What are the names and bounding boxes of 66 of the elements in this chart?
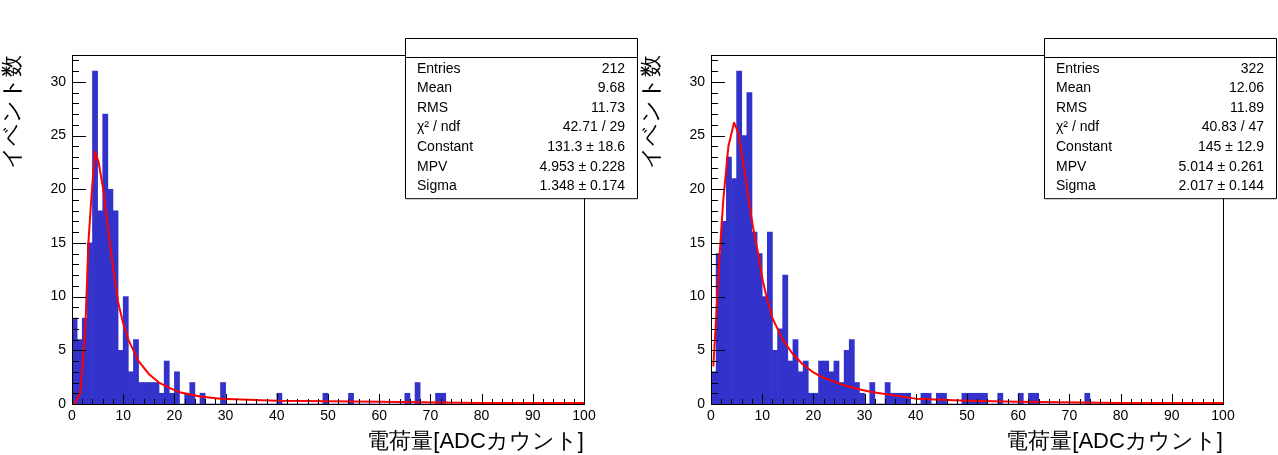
x-tick-label: 60: [1010, 407, 1027, 424]
x-tick-label: 20: [166, 407, 183, 424]
annotation: 40.83 / 47: [1201, 118, 1265, 135]
x-tick-label: 90: [525, 407, 541, 424]
x-tick-label: 20: [805, 407, 822, 424]
x-tick-label: 100: [572, 407, 596, 424]
y-tick-label: 30: [689, 72, 706, 89]
x-tick-label: 40: [269, 407, 285, 424]
y-tick-label: 20: [689, 180, 706, 197]
y-tick-label: 25: [50, 126, 67, 143]
y-axis-title: イベント数: [638, 55, 664, 169]
text: 11.73: [591, 98, 626, 115]
x-axis-title: 電荷量[ADCカウント]: [367, 427, 584, 453]
annotation: χ² / ndf: [1056, 118, 1100, 135]
x-tick-label: 10: [754, 407, 771, 424]
annotation: MPV: [417, 157, 448, 174]
x-tick-label: 70: [422, 407, 439, 424]
y-tick-label: 15: [689, 233, 706, 250]
text: 212: [601, 59, 626, 76]
y-tick-label: 10: [50, 287, 67, 304]
text: 322: [1240, 59, 1265, 76]
x-tick-label: 100: [1211, 407, 1235, 424]
x-tick-label: 80: [1112, 407, 1129, 424]
x-axis-title: 電荷量[ADCカウント]: [1006, 427, 1223, 453]
annotation: χ² / ndf: [417, 118, 461, 135]
x-tick-label: 30: [217, 407, 234, 424]
annotation: 5.014 ± 0.261: [1178, 157, 1265, 174]
x-tick-label: 60: [371, 407, 388, 424]
x-tick-label: 80: [473, 407, 490, 424]
x-tick-label: 40: [908, 407, 924, 424]
annotation: Sigma: [417, 177, 457, 194]
y-tick-label: 0: [58, 394, 67, 411]
annotation: Constant: [1056, 138, 1113, 155]
text: 12.06: [1228, 79, 1265, 96]
y-axis-title: イベント数: [0, 55, 25, 169]
y-tick-label: 20: [50, 180, 67, 197]
x-tick-label: 10: [115, 407, 132, 424]
annotation: Mean: [417, 79, 453, 96]
y-tick-label: 10: [689, 287, 706, 304]
x-tick-label: 90: [1164, 407, 1180, 424]
x-tick-label: 50: [320, 407, 336, 424]
annotation: RMS: [417, 98, 449, 115]
y-tick-label: 0: [697, 394, 706, 411]
text: 11.89: [1230, 98, 1265, 115]
annotation: 1.348 ± 0.174: [539, 177, 626, 194]
annotation: Entries: [1056, 59, 1100, 76]
annotation: 131.3 ± 18.6: [547, 138, 626, 155]
annotation: Entries: [417, 59, 461, 76]
y-tick-label: 5: [697, 341, 706, 358]
annotation: RMS: [1056, 98, 1088, 115]
y-tick-label: 30: [50, 72, 67, 89]
y-tick-label: 5: [58, 341, 67, 358]
annotation: MPV: [1056, 157, 1087, 174]
x-tick-label: 50: [959, 407, 975, 424]
annotation: Mean: [1056, 79, 1092, 96]
x-tick-label: 30: [856, 407, 873, 424]
annotation: 4.953 ± 0.228: [539, 157, 626, 174]
annotation: 42.71 / 29: [562, 118, 626, 135]
y-tick-label: 25: [689, 126, 706, 143]
text: 9.68: [597, 79, 626, 96]
x-tick-label: 70: [1061, 407, 1078, 424]
annotation: Constant: [417, 138, 474, 155]
y-tick-label: 15: [50, 233, 67, 250]
annotation: 2.017 ± 0.144: [1178, 177, 1265, 194]
annotation: Sigma: [1056, 177, 1096, 194]
annotation: 145 ± 12.9: [1197, 138, 1265, 155]
